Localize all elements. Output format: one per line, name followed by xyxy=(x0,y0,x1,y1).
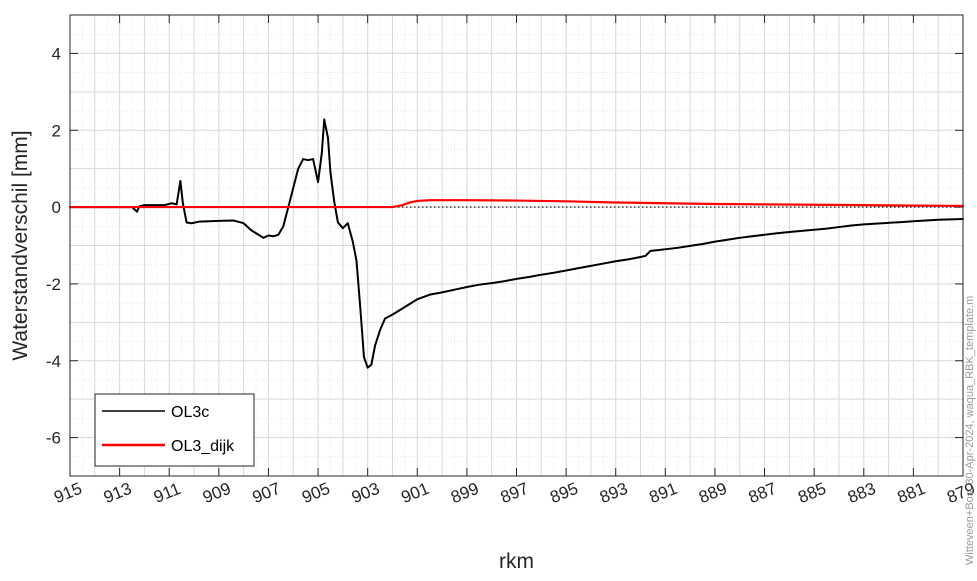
x-tick-label: 905 xyxy=(299,479,332,507)
x-tick-label: 887 xyxy=(746,479,779,507)
legend: OL3c OL3_dijk xyxy=(94,393,255,467)
x-tick-label: 913 xyxy=(101,479,134,507)
x-tick-label: 899 xyxy=(448,479,481,507)
x-tick-label: 915 xyxy=(51,479,84,507)
y-tick-label: -4 xyxy=(46,352,61,371)
x-tick-label: 885 xyxy=(795,479,828,507)
legend-label-ol3-dijk: OL3_dijk xyxy=(171,438,235,455)
x-tick-label: 901 xyxy=(399,479,432,507)
x-tick-label: 881 xyxy=(895,479,928,507)
x-tick-label: 909 xyxy=(200,479,233,507)
x-tick-label: 893 xyxy=(597,479,630,507)
series-line-ol3-dijk xyxy=(68,199,965,209)
x-tick-label: 895 xyxy=(547,479,580,507)
y-tick-label: -6 xyxy=(46,429,61,448)
y-tick-labels: 4 2 0 -2 -4 -6 xyxy=(46,44,61,447)
legend-box xyxy=(94,393,255,467)
x-tick-label: 903 xyxy=(349,479,382,507)
series-line-ol3c xyxy=(69,118,964,369)
series-layer xyxy=(68,118,965,369)
legend-label-ol3c: OL3c xyxy=(171,404,209,421)
x-tick-label: 889 xyxy=(696,479,729,507)
y-tick-label: -2 xyxy=(46,275,61,294)
watermark-text: Witteveen+Bos, 30-Apr-2024, waqua_RBK_te… xyxy=(964,296,976,565)
y-tick-label: 0 xyxy=(52,198,61,217)
x-tick-label: 911 xyxy=(151,479,183,507)
y-axis-title: Waterstandverschil [mm] xyxy=(9,130,32,360)
y-tick-label: 2 xyxy=(52,121,61,140)
x-tick-label: 897 xyxy=(498,479,531,507)
y-tick-label: 4 xyxy=(52,44,61,63)
x-tick-labels: 915 913 911 909 907 905 903 901 899 897 895 893 891 8… xyxy=(51,479,977,507)
x-tick-label: 907 xyxy=(250,479,283,507)
x-tick-label: 883 xyxy=(845,479,878,507)
x-tick-label: 891 xyxy=(647,479,680,507)
x-axis-title: rkm xyxy=(499,550,534,573)
plot-frame xyxy=(69,14,964,477)
